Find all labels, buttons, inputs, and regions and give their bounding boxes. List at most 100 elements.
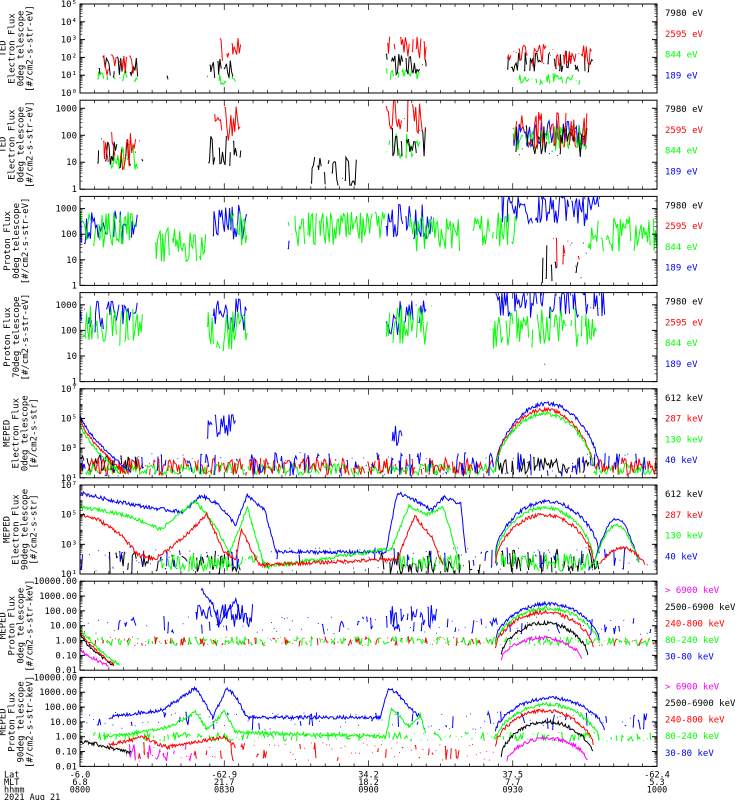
- y-axis-label: MEPEDElectron Flux0deg telescope[#/cm2-s…: [3, 395, 40, 471]
- y-tick-label: 10⁵: [61, 0, 77, 10]
- panel-2: 1 10 100 1000 TEDElectron Flux0deg telescope…: [0, 99, 704, 195]
- footer-value: 37.5: [503, 770, 523, 780]
- legend-entry: 7980 eV: [665, 298, 704, 308]
- footer-row-label: MLT: [4, 778, 19, 788]
- y-axis-label-line: [#/cm2-s-str-eV]: [21, 294, 31, 381]
- y-tick-label: 10¹: [61, 570, 77, 580]
- series-trace: [385, 203, 432, 240]
- series-bump: [593, 517, 640, 564]
- series-trace: [391, 425, 403, 446]
- series-arch: [494, 405, 594, 471]
- legend-entry: 844 eV: [665, 243, 698, 253]
- y-axis-label-line: [#/cm2-s-str-keV]: [26, 580, 36, 672]
- legend-entry: 40 keV: [665, 456, 698, 466]
- series-decay: [80, 627, 115, 667]
- series-7: [108, 734, 236, 751]
- legend-entry: 2595 eV: [665, 222, 704, 232]
- series-decay: [80, 626, 121, 666]
- y-axis-label-line: Electron Flux: [12, 494, 22, 565]
- series-decay: [80, 646, 109, 667]
- y-axis-label-line: 0deg telescope: [12, 203, 22, 279]
- series-trace: [97, 138, 144, 169]
- series-trace: [518, 72, 581, 85]
- series-curve: [80, 511, 444, 569]
- y-axis-label: Proton Flux0deg telescope[#/cm2-s-str-eV…: [3, 198, 31, 285]
- y-axis-label: MEPEDProton Flux90deg telescope[#/cm2-s-…: [0, 676, 36, 768]
- legend-entry: 130 keV: [665, 435, 704, 445]
- series-curve: [200, 587, 242, 629]
- footer-value: 7.7: [505, 778, 520, 788]
- y-tick-label: 1: [72, 378, 77, 388]
- y-axis-label-line: MEPED: [3, 516, 13, 543]
- series-2: [80, 730, 657, 742]
- series-2: [160, 552, 599, 572]
- y-tick-label: 1000: [55, 205, 77, 215]
- panel-6-data: [80, 490, 657, 574]
- series-1: [541, 242, 587, 283]
- series-3: [97, 125, 588, 186]
- series-arch: [494, 695, 605, 732]
- y-axis-label-line: Electron Flux: [8, 109, 18, 180]
- y-tick-label: 10⁵: [61, 511, 77, 521]
- y-tick-label: 10: [66, 256, 77, 266]
- y-axis-label: TEDElectron Flux0deg telescope[#/cm2-s-s…: [0, 101, 36, 188]
- series-arch: [494, 505, 594, 560]
- series-curve: [108, 685, 421, 721]
- series-trace: [398, 554, 460, 572]
- panel-frame: [79, 195, 658, 286]
- series-trace: [287, 240, 290, 250]
- legend-entry: 40 keV: [665, 552, 698, 562]
- y-tick-label: 100: [61, 131, 77, 141]
- y-tick-label: 1000: [55, 301, 77, 311]
- footer-value: 0800: [70, 786, 90, 796]
- series-trace: [98, 54, 139, 78]
- series-trace: [380, 550, 484, 574]
- series-3: [80, 196, 600, 250]
- series-trace: [385, 53, 427, 76]
- y-axis-label-line: 0deg telescope: [17, 588, 27, 664]
- y-axis-label: MEPEDProton Flux0deg telescope[#/cm2-s-s…: [0, 580, 36, 672]
- series-decay: [80, 422, 121, 475]
- series-trace: [97, 70, 138, 82]
- series-6: [80, 511, 444, 569]
- y-tick-label: 10: [66, 352, 77, 362]
- panel-4-data: [80, 292, 606, 382]
- legend-entry: 189 eV: [665, 71, 698, 81]
- series-trace: [208, 135, 242, 166]
- series-trace: [472, 212, 518, 247]
- y-axis-label-line: 0deg telescope: [21, 395, 31, 471]
- legend-entry: > 6900 keV: [665, 586, 720, 596]
- y-tick-label: 0.01: [55, 666, 77, 676]
- series-trace: [218, 74, 236, 86]
- y-axis-label-line: TED: [0, 40, 9, 56]
- legend-entry: 2595 eV: [665, 318, 704, 328]
- legend-entry: 2500-6900 keV: [665, 699, 736, 709]
- y-axis-label: MEPEDElectron Flux90deg telescope[#/cm2-…: [3, 489, 40, 570]
- legend: 612 keV 287 keV 130 keV 40 keV: [665, 490, 704, 562]
- series-curve: [80, 490, 467, 556]
- series-10: [494, 701, 600, 740]
- y-tick-label: 100.00: [44, 607, 77, 617]
- y-tick-label: 10⁵: [61, 414, 77, 424]
- y-tick-label: 0.10: [55, 651, 77, 661]
- y-tick-label: 10⁷: [61, 481, 77, 491]
- series-arch: [494, 400, 600, 472]
- series-trace: [80, 211, 137, 248]
- series-7: [494, 405, 594, 471]
- series-bump: [593, 523, 640, 565]
- legend-entry: 844 eV: [665, 51, 698, 61]
- y-axis-label-line: 90deg telescope: [17, 681, 27, 762]
- series-4: [126, 744, 196, 763]
- series-8: [80, 626, 121, 666]
- y-axis-label-line: Proton Flux: [8, 692, 18, 752]
- y-tick-label: 100: [61, 326, 77, 336]
- y-axis-label-line: MEPED: [0, 708, 9, 735]
- panel-1-data: [97, 36, 594, 86]
- series-trace: [541, 242, 587, 283]
- y-axis-label-line: [#/cm2-s-str-eV]: [26, 5, 36, 92]
- series-12: [500, 718, 594, 758]
- series-3: [200, 587, 242, 629]
- series-4: [80, 211, 657, 262]
